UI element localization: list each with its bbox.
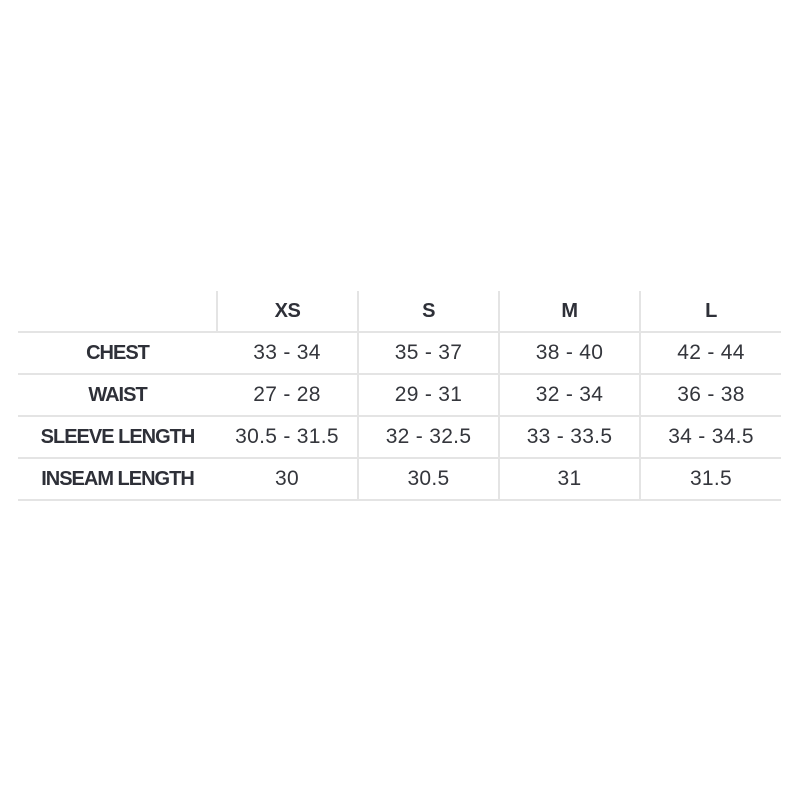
measurement-cell: 29 - 31 [357,374,499,417]
table-row: SLEEVE LENGTH 30.5 - 31.5 32 - 32.5 33 - 33… [18,416,781,459]
row-label: WAIST [18,374,217,417]
table-row: INSEAM LENGTH 30 30.5 31 31.5 [18,458,781,501]
measurement-cell: 42 - 44 [639,332,781,375]
size-header-xs: XS [216,291,358,333]
measurement-cell: 33 - 34 [217,332,358,375]
table-row: WAIST 27 - 28 29 - 31 32 - 34 36 - 38 [18,374,781,417]
row-label: CHEST [18,332,217,375]
table-row: CHEST 33 - 34 35 - 37 38 - 40 42 - 44 [18,332,781,375]
measurement-cell: 33 - 33.5 [498,416,640,459]
size-chart-table: XS S M L CHEST 33 - 34 35 - 37 38 - 40 42 - 44 W… [18,291,781,501]
measurement-cell: 30.5 - 31.5 [217,416,358,459]
header-corner-cell [18,291,217,333]
size-header-l: L [639,291,781,333]
row-label: SLEEVE LENGTH [18,416,217,459]
size-header-m: M [498,291,640,333]
measurement-cell: 31 [498,458,640,501]
measurement-cell: 31.5 [639,458,781,501]
size-header-s: S [357,291,499,333]
row-label: INSEAM LENGTH [18,458,217,501]
measurement-cell: 32 - 34 [498,374,640,417]
measurement-cell: 38 - 40 [498,332,640,375]
measurement-cell: 36 - 38 [639,374,781,417]
header-row: XS S M L [18,291,781,333]
measurement-cell: 35 - 37 [357,332,499,375]
measurement-cell: 27 - 28 [217,374,358,417]
measurement-cell: 30 [217,458,358,501]
measurement-cell: 34 - 34.5 [639,416,781,459]
measurement-cell: 32 - 32.5 [357,416,499,459]
measurement-cell: 30.5 [357,458,499,501]
